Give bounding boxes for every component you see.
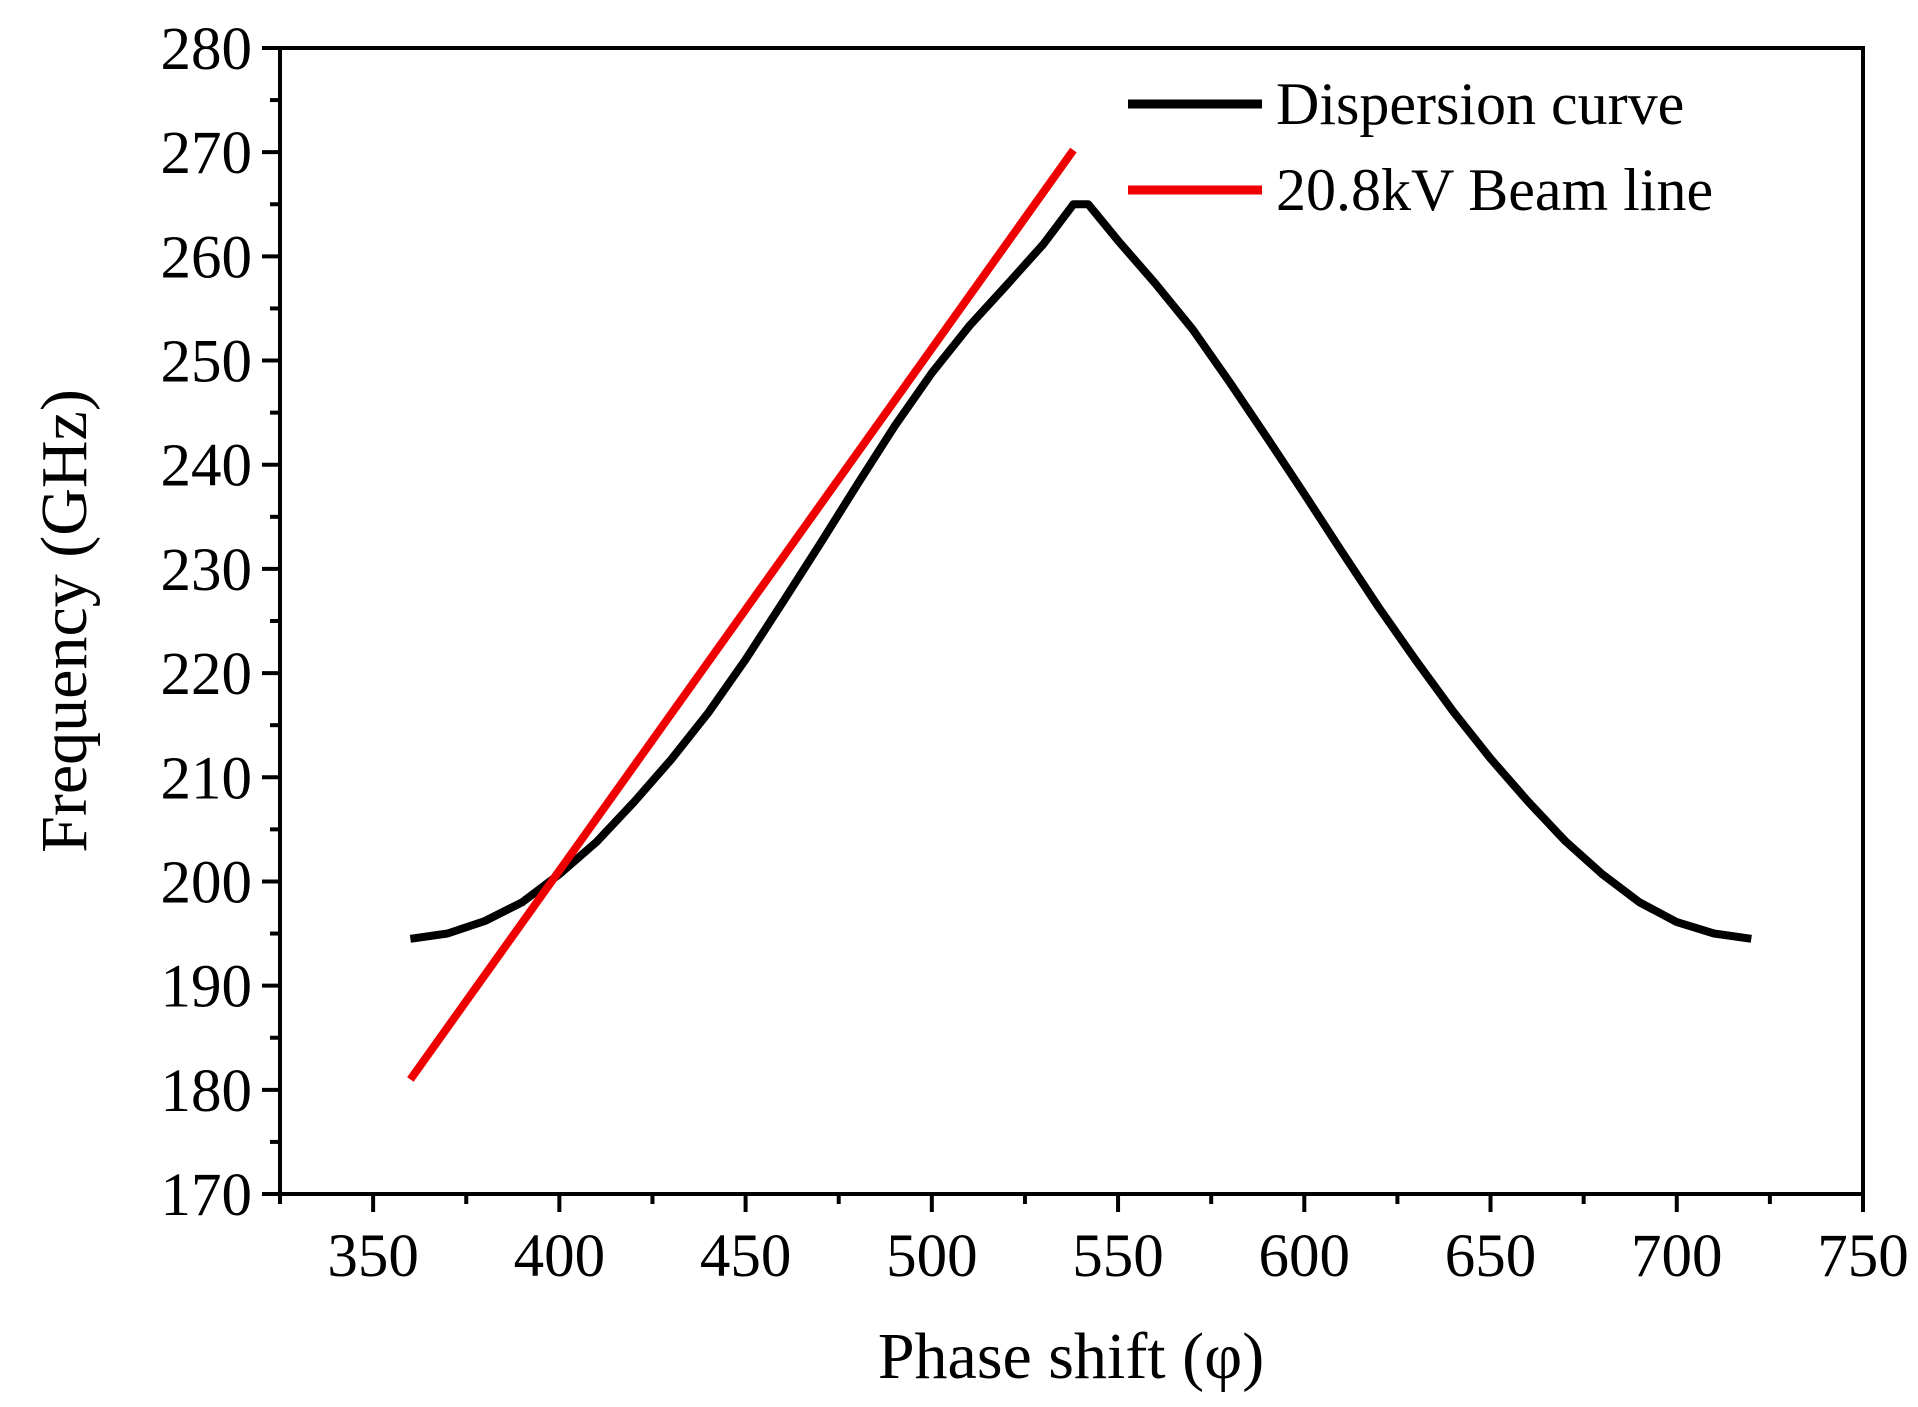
y-axis-title: Frequency (GHz) (28, 389, 101, 853)
x-tick-label: 500 (886, 1223, 978, 1290)
y-tick-label: 260 (161, 224, 253, 291)
y-tick-label: 240 (161, 433, 253, 500)
x-tick-label: 450 (700, 1223, 792, 1290)
y-tick-label: 180 (161, 1058, 253, 1125)
dispersion-curve-line (409, 200, 1752, 943)
legend-label: 20.8kV Beam line (1276, 157, 1713, 223)
y-tick-label: 270 (161, 120, 253, 187)
x-tick-label: 650 (1445, 1223, 1537, 1290)
x-axis-title: Phase shift (φ) (878, 1320, 1264, 1393)
beam-line (407, 147, 1077, 1082)
y-tick-label: 250 (161, 329, 253, 396)
y-tick-label: 220 (161, 641, 253, 708)
x-tick-label: 350 (327, 1223, 419, 1290)
series-layer (407, 147, 1752, 1082)
y-tick-label: 210 (161, 745, 253, 812)
y-tick-label: 280 (161, 16, 253, 83)
y-axis: 170 180 190 200 210 220 230 240 250 260 270 280 (161, 16, 280, 1229)
x-tick-label: 600 (1259, 1223, 1351, 1290)
x-axis: 350 400 450 500 550 600 650 700 750 (278, 1194, 1909, 1290)
legend: Dispersion curve 20.8kV Beam line (1128, 71, 1713, 223)
x-tick-label: 550 (1072, 1223, 1164, 1290)
y-tick-label: 230 (161, 537, 253, 604)
y-tick-label: 170 (161, 1162, 253, 1229)
x-tick-label: 750 (1817, 1223, 1909, 1290)
y-tick-label: 200 (161, 849, 253, 916)
y-tick-label: 190 (161, 954, 253, 1021)
legend-label: Dispersion curve (1276, 71, 1684, 137)
x-tick-label: 700 (1631, 1223, 1723, 1290)
x-tick-label: 400 (514, 1223, 606, 1290)
